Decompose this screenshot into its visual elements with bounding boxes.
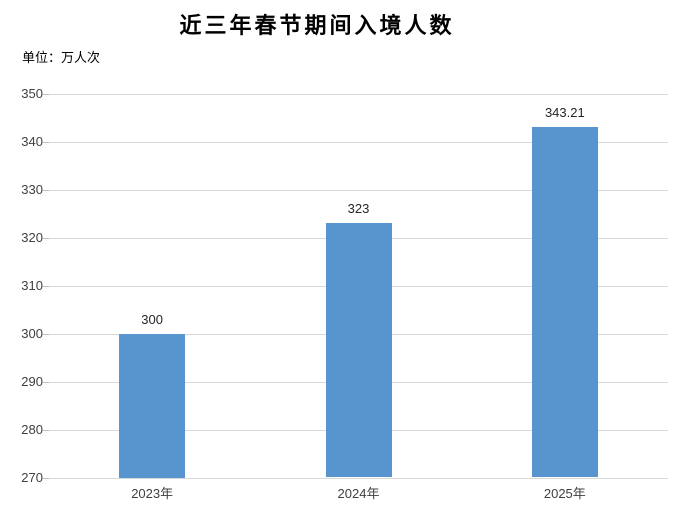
y-axis-tick [43,237,49,239]
y-axis-label: 280 [21,421,43,437]
y-axis-tick [43,429,49,431]
y-axis-tick [43,333,49,335]
y-axis-label: 290 [21,373,43,389]
chart-title: 近三年春节期间入境人数 [179,13,455,38]
x-axis-label: 2023年 [131,486,174,501]
y-axis-label: 350 [21,86,43,101]
y-axis-tick [43,141,49,143]
y-axis-label: 310 [21,277,43,293]
bar-value-label: 343.21 [544,104,585,120]
gridline [49,477,668,479]
y-axis-label: 270 [21,469,43,485]
gridline [49,189,668,191]
y-axis-label: 320 [21,229,43,245]
y-axis-label: 340 [21,133,43,149]
bar [531,126,598,478]
y-axis-tick [43,94,49,95]
y-axis-label: 300 [21,325,43,341]
bar [119,333,186,478]
y-axis-tick [43,285,49,287]
y-axis-tick [43,477,49,479]
bar-value-label: 323 [347,201,370,217]
y-axis-tick [43,381,49,383]
bar-value-label: 300 [141,311,163,327]
y-axis-label: 330 [21,181,43,197]
gridline [49,94,668,95]
gridline [49,141,668,143]
x-axis-label: 2025年 [543,486,586,501]
unit-label: 单位：万人次 [22,50,101,65]
y-axis-tick [43,189,49,191]
x-axis-label: 2024年 [337,486,380,501]
bar [325,223,392,478]
